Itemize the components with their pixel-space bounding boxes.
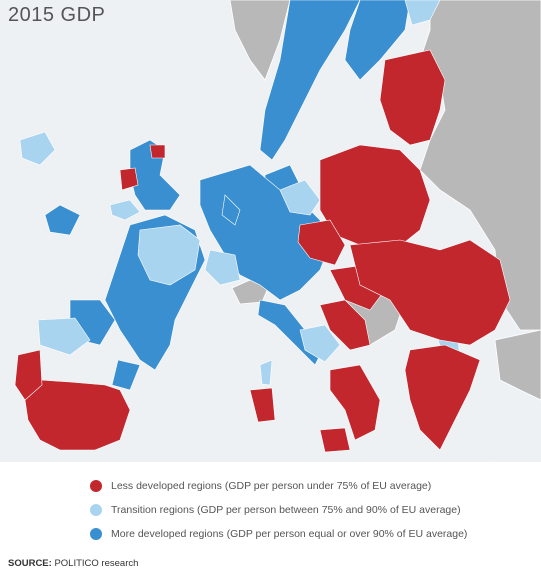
- legend-item-transition: Transition regions (GDP per person betwe…: [90, 498, 467, 522]
- legend-background: [0, 462, 541, 576]
- legend-item-more-developed: More developed regions (GDP per person e…: [90, 522, 467, 546]
- map-title: 2015 GDP: [8, 4, 106, 26]
- legend: Less developed regions (GDP per person u…: [90, 474, 467, 546]
- legend-label: Transition regions (GDP per person betwe…: [111, 504, 461, 516]
- europe-map: [14, 0, 541, 462]
- legend-dot-red: [90, 480, 102, 492]
- legend-label: Less developed regions (GDP per person u…: [111, 480, 432, 492]
- legend-item-less-developed: Less developed regions (GDP per person u…: [90, 474, 467, 498]
- legend-dot-light-blue: [90, 504, 102, 516]
- source-text: POLITICO research: [51, 558, 139, 569]
- transition-regions: [19, 0, 461, 386]
- source-note: SOURCE: POLITICO research: [8, 558, 138, 569]
- legend-dot-dark-blue: [90, 528, 102, 540]
- legend-label: More developed regions (GDP per person e…: [111, 528, 468, 540]
- source-prefix: SOURCE:: [8, 558, 52, 569]
- less-developed-regions: [14, 49, 511, 462]
